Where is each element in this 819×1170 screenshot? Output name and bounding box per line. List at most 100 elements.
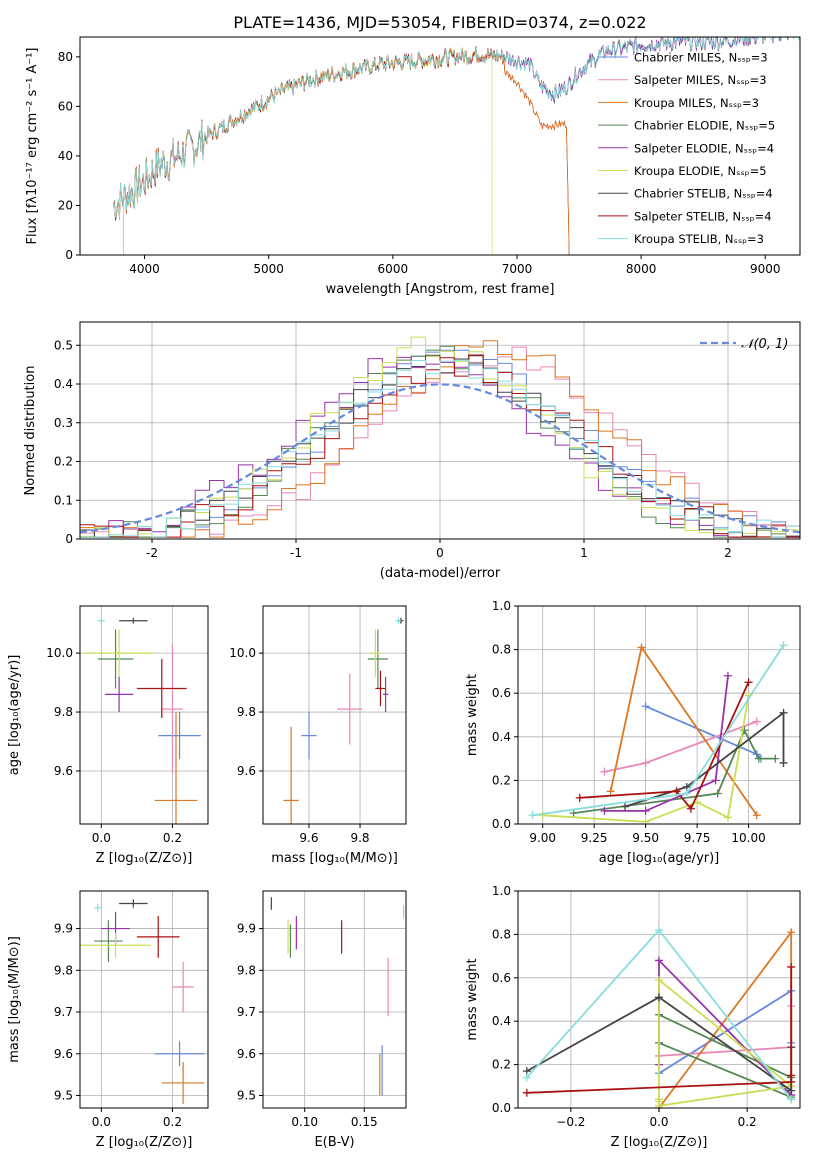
weight-line — [604, 720, 758, 773]
weight-marker — [771, 754, 780, 763]
x-tick-label: 7000 — [502, 262, 533, 276]
y-tick-label: 9.6 — [54, 764, 73, 778]
weight-marker — [637, 643, 646, 652]
x-tick-label: 0.15 — [351, 1115, 378, 1129]
y-tick-label: 0.3 — [54, 416, 73, 430]
age-vs-mass-panel: 9.6 9.8 9.6 9.8 10.0 mass [log₁₀(M/M⊙)] — [229, 605, 407, 866]
axes-frame — [262, 890, 407, 1109]
weight-marker — [522, 1073, 531, 1082]
weight-marker — [655, 926, 663, 935]
legend-label: 𝒩(0, 1) — [741, 337, 788, 352]
mass-vs-metallicity-panel: 0.0 0.2 9.5 9.6 9.7 9.8 9.9 Z [log₁₀(Z/Z⊙)] mass… — [7, 890, 209, 1150]
weight-marker — [606, 787, 615, 796]
x-tick-label: 9.6 — [299, 831, 318, 845]
age-vs-metallicity-panel: 0.0 0.2 9.6 9.8 10.0 Z [log₁₀(Z/Z⊙)] age [log₁… — [7, 605, 209, 866]
y-tick-label: 0.8 — [492, 927, 511, 941]
legend: Chabrier MILES, Nₛₛₚ=3 Salpeter MILES, Nₛ… — [598, 51, 775, 246]
x-tick-label: 6000 — [378, 262, 409, 276]
y-tick-label: 0 — [65, 248, 73, 262]
axes-frame — [79, 321, 801, 540]
mass-vs-reddening-panel: 0.10 0.15 9.5 9.6 9.7 9.8 9.9 E(B-V) — [237, 890, 407, 1150]
x-tick-label: 5000 — [253, 262, 284, 276]
histogram-series — [80, 345, 800, 538]
legend-label: Kroupa MILES, Nₛₛₚ=3 — [634, 96, 759, 110]
y-tick-label: 0.4 — [492, 1014, 511, 1028]
plot-area — [528, 641, 788, 826]
x-tick-label: -1 — [290, 546, 302, 560]
weight-marker — [621, 802, 630, 811]
weight-marker — [528, 811, 537, 820]
y-tick-label: 0.0 — [492, 1101, 511, 1115]
weight-marker — [522, 1088, 531, 1097]
legend-label: Kroupa ELODIE, Nₛₛₚ=5 — [634, 164, 767, 178]
weight-marker — [641, 758, 650, 767]
y-tick-label: 0.0 — [492, 817, 511, 831]
y-tick-label: 9.9 — [237, 922, 256, 936]
y-tick-label: 9.6 — [54, 1047, 73, 1061]
y-tick-label: 0.5 — [54, 338, 73, 352]
legend-label: Salpeter ELODIE, Nₛₛₚ=4 — [634, 141, 774, 155]
weight-marker — [779, 641, 788, 650]
histogram-series — [80, 359, 800, 538]
axes-frame — [517, 890, 801, 1109]
legend-label: Chabrier MILES, Nₛₛₚ=3 — [634, 51, 768, 65]
y-tick-label: 9.8 — [54, 963, 73, 977]
y-tick-label: 0.2 — [492, 773, 511, 787]
y-axis-label: mass weight — [465, 674, 480, 756]
y-tick-label: 0.2 — [492, 1058, 511, 1072]
x-axis-label: wavelength [Angstrom, rest frame] — [326, 282, 555, 297]
weight-marker — [655, 956, 663, 965]
legend-label: Chabrier STELIB, Nₛₛₚ=4 — [634, 187, 773, 201]
x-tick-label: 9.8 — [350, 831, 369, 845]
x-tick-label: 9.00 — [529, 831, 556, 845]
weight-marker — [686, 804, 695, 813]
x-tick-label: 0.0 — [92, 1115, 111, 1129]
weight-marker — [655, 993, 663, 1002]
y-axis-label: mass [log₁₀(M/M⊙)] — [7, 936, 22, 1063]
axes-frame — [79, 890, 209, 1109]
y-tick-label: 9.8 — [237, 963, 256, 977]
histogram-series — [80, 354, 800, 538]
axes-frame — [262, 605, 407, 825]
legend-label: Salpeter STELIB, Nₛₛₚ=4 — [634, 209, 772, 223]
weight-marker — [787, 962, 796, 971]
y-tick-label: 0.6 — [492, 971, 511, 985]
weight-line — [624, 710, 785, 808]
weight-marker — [600, 767, 609, 776]
y-tick-label: 0 — [65, 532, 73, 546]
y-tick-label: 1.0 — [492, 599, 511, 613]
y-tick-label: 10.0 — [46, 646, 73, 660]
weight-line — [604, 675, 729, 812]
weight-marker — [538, 811, 547, 820]
x-tick-label: 2 — [724, 546, 732, 560]
legend-label: Kroupa STELIB, Nₛₛₚ=3 — [634, 232, 764, 246]
weight-marker — [672, 787, 681, 796]
x-tick-label: −0.2 — [556, 1115, 585, 1129]
y-tick-label: 40 — [58, 149, 73, 163]
axes-frame — [517, 605, 801, 825]
weight-marker — [754, 754, 763, 763]
x-tick-label: 0.2 — [163, 1115, 182, 1129]
y-axis-label: age [log₁₀(age/yr)] — [7, 655, 22, 776]
weight-marker — [787, 1071, 796, 1080]
x-tick-label: 0.10 — [291, 1115, 318, 1129]
x-tick-label: 0.2 — [738, 1115, 757, 1129]
x-tick-label: 0.0 — [649, 1115, 668, 1129]
weight-marker — [779, 758, 788, 767]
plot-area — [113, 37, 800, 255]
plot-area — [83, 617, 201, 824]
weight-marker — [641, 806, 650, 815]
x-tick-label: 8000 — [626, 262, 657, 276]
x-axis-label: E(B-V) — [314, 1135, 354, 1150]
spectrum-line — [113, 47, 570, 255]
axes-frame — [79, 605, 209, 825]
y-tick-label: 0.2 — [54, 455, 73, 469]
y-tick-label: 0.4 — [492, 730, 511, 744]
axes-frame — [79, 36, 801, 256]
plot-area — [80, 899, 205, 1104]
weight-marker — [723, 813, 732, 822]
plot-area — [522, 926, 796, 1112]
x-tick-label: 0.2 — [163, 831, 182, 845]
weight-marker — [787, 928, 796, 937]
